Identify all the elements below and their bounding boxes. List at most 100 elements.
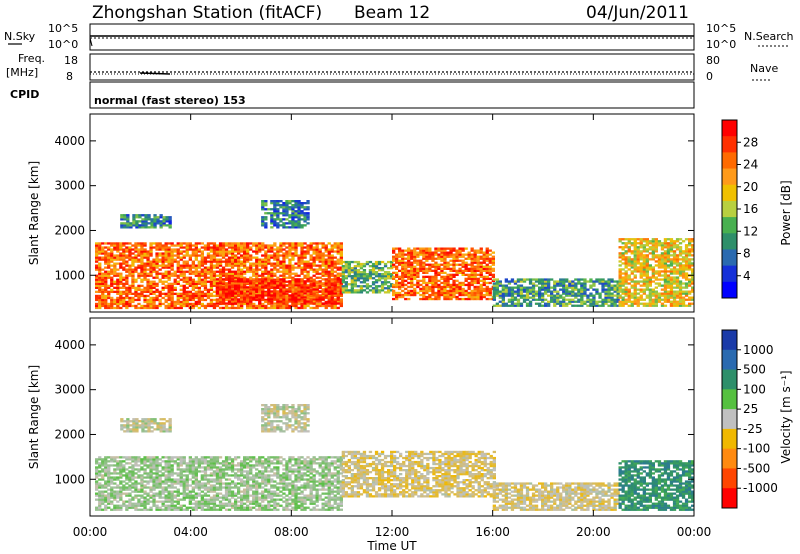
data-cell — [470, 259, 474, 262]
data-cell — [143, 296, 147, 300]
data-cell — [455, 271, 459, 274]
data-cell — [215, 282, 220, 285]
data-cell — [194, 304, 198, 308]
data-cell — [507, 286, 512, 289]
data-cell — [492, 298, 496, 301]
data-cell — [547, 282, 551, 285]
data-cell — [498, 292, 502, 295]
data-cell — [128, 258, 132, 261]
data-cell — [128, 256, 132, 259]
data-cell — [104, 506, 108, 509]
data-cell — [413, 265, 417, 268]
data-cell — [425, 285, 429, 289]
data-cell — [297, 286, 301, 289]
data-cell — [185, 270, 189, 273]
data-cell — [416, 253, 420, 256]
data-cell — [230, 250, 235, 253]
data-cell — [125, 294, 129, 298]
data-cell — [491, 263, 495, 266]
data-cell — [339, 304, 343, 308]
data-cell — [110, 258, 114, 261]
data-cell — [651, 266, 655, 269]
data-cell — [624, 302, 628, 305]
data-cell — [654, 272, 658, 275]
data-cell — [538, 296, 542, 299]
data-cell — [146, 304, 150, 308]
data-cell — [422, 297, 426, 301]
data-cell — [252, 304, 256, 308]
data-cell — [598, 282, 602, 285]
data-cell — [176, 248, 180, 251]
data-cell — [246, 280, 250, 283]
data-cell — [288, 286, 292, 289]
data-cell — [167, 304, 171, 308]
data-cell — [297, 216, 301, 219]
data-cell — [303, 296, 307, 299]
data-cell — [383, 287, 388, 290]
data-cell — [101, 256, 105, 259]
data-cell — [324, 270, 328, 273]
data-cell — [110, 268, 114, 271]
data-cell — [333, 290, 337, 293]
data-cell — [627, 268, 631, 271]
data-cell — [155, 256, 159, 259]
data-cell — [371, 281, 376, 284]
data-cell — [630, 304, 634, 307]
data-cell — [636, 260, 640, 263]
data-cell — [264, 298, 268, 302]
data-cell — [107, 484, 111, 487]
data-cell — [158, 290, 162, 293]
data-cell — [330, 290, 334, 293]
data-cell — [149, 248, 153, 251]
data-cell — [312, 268, 316, 271]
data-cell — [559, 300, 563, 303]
data-cell — [176, 270, 180, 273]
data-cell — [669, 246, 674, 249]
data-cell — [131, 466, 135, 469]
data-cell — [285, 300, 289, 303]
data-cell — [431, 259, 435, 262]
data-cell — [122, 502, 126, 505]
data-cell — [191, 270, 195, 273]
data-cell — [128, 470, 132, 473]
data-cell — [249, 302, 253, 305]
data-cell — [476, 257, 480, 260]
data-cell — [473, 295, 477, 299]
data-cell — [135, 222, 139, 225]
data-cell — [510, 290, 515, 293]
data-cell — [125, 276, 129, 279]
data-cell — [125, 472, 129, 475]
data-cell — [455, 251, 459, 254]
data-cell — [663, 288, 668, 291]
data-cell — [143, 298, 147, 302]
data-cell — [170, 250, 174, 253]
data-cell — [155, 262, 159, 265]
data-cell — [134, 304, 138, 308]
data-cell — [164, 274, 168, 277]
data-cell — [264, 260, 268, 263]
data-cell — [419, 279, 423, 282]
data-cell — [434, 261, 438, 264]
data-cell — [279, 300, 283, 303]
data-cell — [639, 302, 643, 305]
data-cell — [101, 298, 105, 302]
data-cell — [185, 248, 189, 251]
data-cell — [461, 291, 465, 295]
data-cell — [107, 476, 111, 479]
data-cell — [297, 264, 301, 267]
data-cell — [98, 470, 102, 473]
data-cell — [645, 242, 649, 245]
data-cell — [621, 300, 625, 303]
data-cell — [104, 462, 108, 465]
data-cell — [152, 280, 156, 283]
data-cell — [491, 279, 495, 282]
data-cell — [209, 254, 214, 257]
data-cell — [209, 248, 214, 251]
data-cell — [691, 250, 695, 253]
data-cell — [264, 250, 268, 253]
data-cell — [279, 250, 283, 253]
data-cell — [243, 296, 247, 299]
data-cell — [440, 267, 444, 270]
data-cell — [669, 278, 674, 281]
data-cell — [291, 268, 295, 271]
